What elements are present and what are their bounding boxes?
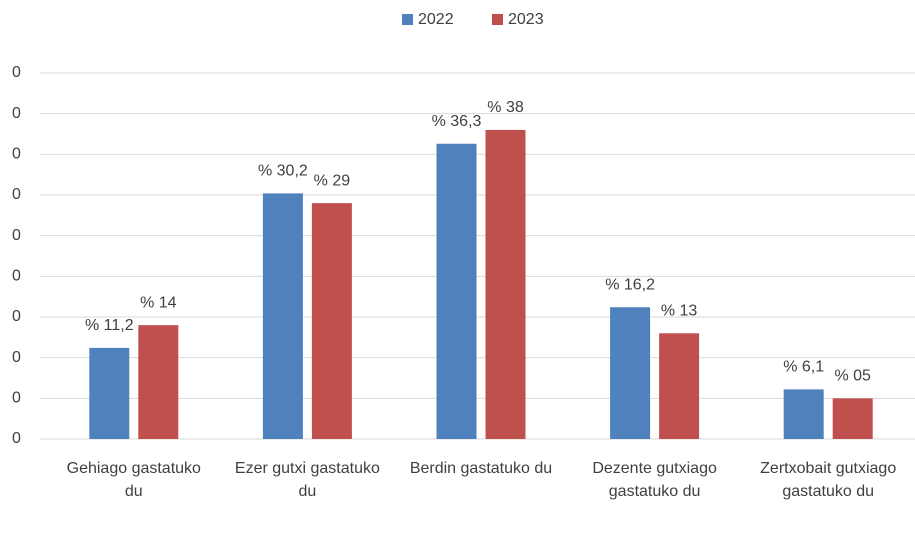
bar	[485, 129, 526, 439]
y-tick-label: 0	[12, 227, 21, 244]
bar	[262, 193, 303, 439]
x-tick-label: Berdin gastatuko du	[409, 460, 553, 477]
bar	[659, 333, 700, 439]
y-tick-label: 0	[12, 308, 21, 325]
x-tick-label: Zertxobait gutxiago gastatuko du	[760, 460, 897, 500]
data-label: % 16,2	[605, 276, 655, 293]
bar	[436, 143, 477, 439]
data-label: % 05	[834, 368, 871, 385]
data-label: % 36,3	[432, 113, 482, 130]
y-tick-label: 0	[12, 349, 21, 366]
bar	[783, 389, 824, 439]
x-tick-label: Ezer gutxi gastatuko du	[234, 460, 380, 500]
data-label: % 38	[487, 99, 524, 116]
y-tick-label: 0	[12, 105, 21, 122]
y-tick-label: 0	[12, 186, 21, 203]
data-label: % 6,1	[783, 359, 824, 376]
legend-label: 2022	[418, 11, 454, 28]
data-label: % 13	[661, 302, 698, 319]
bar	[311, 203, 352, 439]
bar	[610, 307, 651, 439]
data-label: % 14	[140, 294, 177, 311]
legend-swatch	[402, 14, 413, 25]
bar	[89, 347, 130, 439]
data-label: % 30,2	[258, 163, 308, 180]
y-tick-label: 0	[12, 390, 21, 407]
bar	[832, 398, 873, 439]
bar	[138, 325, 179, 439]
x-tick-label: Dezente gutxiago gastatuko du	[592, 460, 717, 500]
y-tick-label: 0	[12, 146, 21, 163]
data-label: % 11,2	[85, 317, 134, 334]
y-tick-label: 0	[12, 430, 21, 447]
x-tick-label: Gehiago gastatuko du	[66, 460, 201, 500]
legend-swatch	[492, 14, 503, 25]
y-tick-label: 0	[12, 64, 21, 81]
data-label: % 29	[314, 172, 351, 189]
y-tick-label: 0	[12, 268, 21, 285]
legend-label: 2023	[508, 11, 544, 28]
